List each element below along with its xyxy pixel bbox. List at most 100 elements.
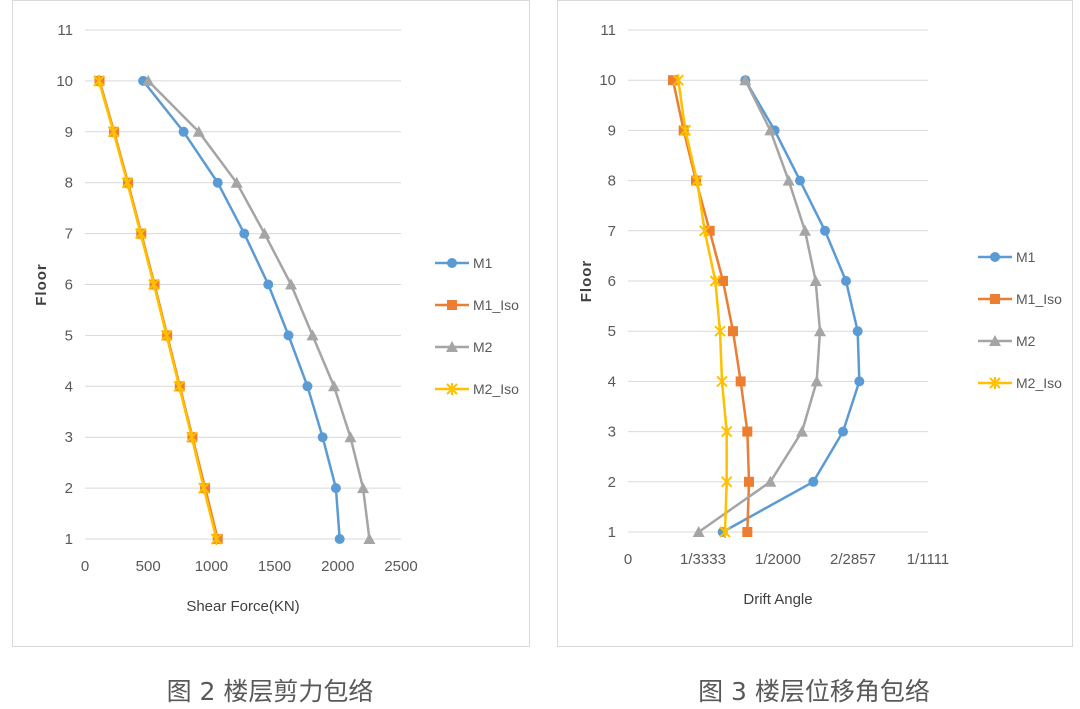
drift-x-tick-label: 1/3333 <box>680 551 726 568</box>
drift-series-M2_Iso <box>672 74 733 538</box>
shear-legend-label-M1: M1 <box>473 255 493 271</box>
shear-y-tick-label: 2 <box>65 480 73 497</box>
drift-series-M2 <box>692 74 826 537</box>
shear-series-line-M1 <box>142 80 341 540</box>
shear-x-tick-label: 2500 <box>384 558 417 575</box>
shear-point-M2 <box>230 176 243 188</box>
drift-x-tick-label: 1/2000 <box>755 551 801 568</box>
shear-series-M1 <box>138 75 345 544</box>
drift-point-M2_Iso <box>698 224 711 237</box>
drift-legend-label-M1: M1 <box>1016 249 1036 265</box>
drift-angle-chart: 1 2 3 4 5 6 7 8 9 10 11 0 1/3333 1/2000 2/2857 1/1111 Dr… <box>578 22 1062 608</box>
shear-point-M2 <box>285 278 298 290</box>
shear-y-tick-label: 4 <box>65 378 73 395</box>
drift-point-M2 <box>799 224 811 236</box>
drift-point-M2 <box>810 375 823 387</box>
drift-point-M1 <box>838 426 848 437</box>
shear-point-M2 <box>363 533 376 544</box>
drift-y-tick-label: 4 <box>608 373 616 390</box>
drift-series-line-M1_Iso <box>671 79 751 533</box>
shear-point-M2_Iso <box>186 431 198 444</box>
drift-y-tick-label: 11 <box>600 22 616 39</box>
drift-point-M1_Iso <box>742 527 753 537</box>
drift-x-axis-title: Drift Angle <box>743 591 812 608</box>
shear-series-M2_Iso <box>93 74 223 545</box>
drift-point-M2_Iso <box>719 526 731 538</box>
drift-point-M2 <box>809 275 822 286</box>
drift-x-tick-label: 0 <box>624 551 632 568</box>
shear-legend-marker-M1_Iso <box>447 300 457 310</box>
shear-point-M1 <box>263 279 274 290</box>
drift-point-M1_Iso <box>742 426 753 437</box>
shear-point-M2_Iso <box>107 125 120 138</box>
drift-point-M1_Iso <box>678 125 689 136</box>
shear-point-M1 <box>283 330 294 341</box>
shear-point-M2 <box>344 431 357 443</box>
drift-point-M1_Iso <box>668 75 678 86</box>
drift-y-tick-label: 10 <box>599 72 616 89</box>
drift-point-M1_Iso <box>704 225 715 236</box>
drift-x-tick-label: 1/1111 <box>907 551 950 568</box>
drift-point-M2_Iso <box>716 375 728 388</box>
drift-point-M2 <box>782 174 795 186</box>
shear-point-M2 <box>357 482 370 494</box>
shear-legend-marker-M1 <box>447 258 457 268</box>
drift-y-tick-label: 3 <box>608 424 616 441</box>
drift-point-M1 <box>808 476 819 487</box>
drift-point-M1 <box>854 376 865 387</box>
shear-force-chart: 1 2 3 4 5 6 7 8 9 10 11 0 500 1000 1500 2000 2500 Shear F… <box>33 22 519 615</box>
shear-point-M1 <box>334 534 345 544</box>
shear-point-M2_Iso <box>210 533 223 545</box>
shear-series-line-M2_Iso <box>97 80 218 540</box>
shear-series-M2 <box>142 74 376 544</box>
shear-y-tick-label: 8 <box>65 175 73 192</box>
shear-y-tick-label: 11 <box>57 22 73 39</box>
shear-x-tick-label: 1500 <box>258 558 291 575</box>
shear-x-tick-label: 2000 <box>321 558 354 575</box>
drift-point-M2_Iso <box>714 325 726 338</box>
drift-y-tick-label: 6 <box>608 273 616 290</box>
drift-point-M1 <box>820 225 830 236</box>
shear-point-M2 <box>306 329 319 341</box>
drift-legend-marker-M1 <box>990 252 1000 262</box>
shear-point-M2_Iso <box>148 278 160 291</box>
drift-point-M1_Iso <box>744 476 754 487</box>
shear-y-tick-label: 7 <box>65 226 73 243</box>
shear-y-tick-label: 10 <box>56 73 73 90</box>
shear-point-M2 <box>258 227 271 239</box>
shear-legend-label-M1_Iso: M1_Iso <box>473 297 519 313</box>
shear-x-tick-label: 1000 <box>195 558 228 575</box>
shear-y-tick-label: 6 <box>65 277 73 294</box>
shear-y-tick-label: 3 <box>65 429 73 446</box>
drift-y-tick-label: 9 <box>608 122 616 139</box>
shear-point-M2 <box>192 125 205 137</box>
drift-point-M1 <box>852 326 863 337</box>
drift-point-M2 <box>796 425 808 437</box>
shear-y-tick-label: 1 <box>65 531 73 548</box>
shear-point-M2_Iso <box>173 380 185 393</box>
shear-y-tick-label: 5 <box>65 327 73 344</box>
figure-caption-shear-force: 图 2 楼层剪力包络 <box>166 677 374 706</box>
shear-point-M2_Iso <box>93 74 105 87</box>
drift-point-M2 <box>764 475 777 487</box>
drift-point-M2 <box>764 124 777 136</box>
shear-legend: M1 M1_Iso M2 M2_Iso <box>435 255 519 397</box>
drift-legend-label-M1_Iso: M1_Iso <box>1016 291 1062 307</box>
shear-point-M1 <box>212 177 223 188</box>
drift-angle-chart-panel: 1 2 3 4 5 6 7 8 9 10 11 0 1/3333 1/2000 2/2857 1/1111 Dr… <box>557 0 1073 647</box>
drift-legend-marker-M2 <box>989 335 1001 346</box>
shear-point-M2_Iso <box>134 227 147 240</box>
drift-point-M2_Iso <box>672 74 685 87</box>
drift-point-M2_Iso <box>679 124 692 137</box>
shear-series-line-M2 <box>147 80 371 540</box>
shear-legend-marker-M2_Iso <box>446 383 458 395</box>
drift-point-M2_Iso <box>709 275 722 287</box>
shear-x-tick-label: 0 <box>81 558 89 575</box>
shear-point-M2_Iso <box>121 176 134 189</box>
drift-y-tick-label: 5 <box>608 323 616 340</box>
drift-legend: M1 M1_Iso M2 M2_Iso <box>978 249 1062 391</box>
drift-series-line-M1 <box>722 79 861 534</box>
shear-x-axis-title: Shear Force(KN) <box>186 598 299 615</box>
shear-legend-label-M2_Iso: M2_Iso <box>473 381 519 397</box>
drift-legend-label-M2: M2 <box>1016 333 1036 349</box>
